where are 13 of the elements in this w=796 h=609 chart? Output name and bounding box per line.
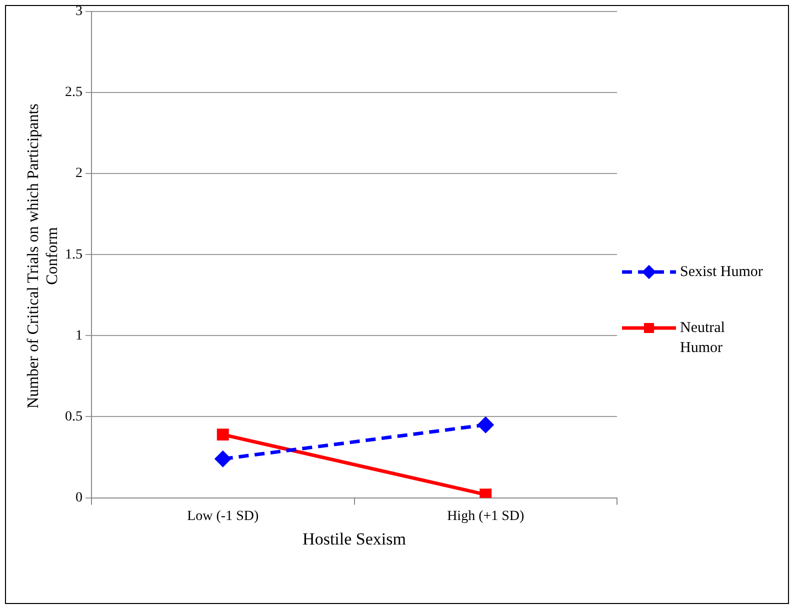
legend-label: Neutral Humor <box>680 319 726 358</box>
y-tick-label: 0 <box>76 490 82 506</box>
x-tick-label: Low (-1 SD) <box>187 508 259 524</box>
y-tick-label: 1.5 <box>65 247 82 262</box>
y-tick-label: 2.5 <box>65 85 82 100</box>
y-axis-title: Number of Critical Trials on which Participants Conform <box>24 102 62 410</box>
y-tick-label: 2 <box>76 166 82 182</box>
x-tick-label: High (+1 SD) <box>447 508 525 524</box>
x-axis-title: Hostile Sexism <box>302 529 406 548</box>
y-tick-label: 1 <box>76 328 82 344</box>
y-tick-label: 3 <box>76 4 82 20</box>
legend-label: Sexist Humor <box>680 263 764 282</box>
y-tick-label: 0.5 <box>65 409 82 424</box>
